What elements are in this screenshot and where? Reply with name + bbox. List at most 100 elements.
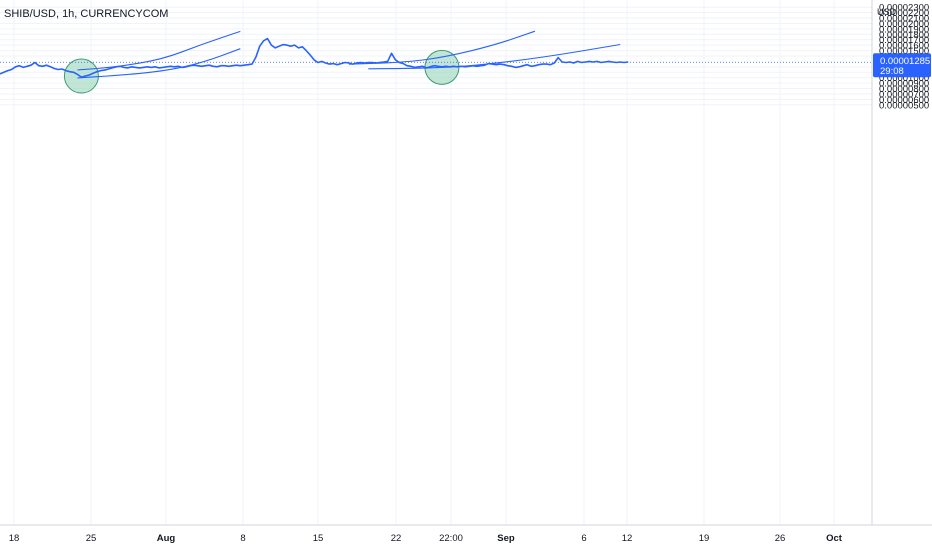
- price-point: [243, 64, 245, 66]
- price-point: [429, 66, 431, 68]
- price-point: [499, 63, 501, 65]
- price-point: [592, 61, 594, 63]
- price-point: [239, 65, 241, 67]
- price-point: [402, 63, 404, 65]
- price-point: [425, 67, 427, 69]
- price-point: [73, 71, 75, 73]
- price-point: [604, 61, 606, 63]
- currency-label: USD: [877, 7, 897, 17]
- time-tick-label: 18: [9, 533, 20, 544]
- price-point: [468, 65, 470, 67]
- price-point: [255, 56, 257, 58]
- price-tick-label: 0.00000800: [879, 84, 929, 95]
- price-point: [495, 64, 497, 66]
- price-tick-label: 0.00002000: [879, 19, 929, 30]
- price-point: [212, 65, 214, 67]
- price-point: [270, 44, 272, 46]
- price-point: [596, 60, 598, 62]
- price-point: [119, 65, 121, 67]
- price-point: [534, 65, 536, 67]
- price-point: [131, 66, 133, 68]
- upper-arc-1: [77, 30, 241, 71]
- price-point: [348, 62, 350, 64]
- price-point: [290, 45, 292, 47]
- price-point: [92, 72, 94, 74]
- price-point: [150, 66, 152, 68]
- price-point: [553, 62, 555, 64]
- price-point: [135, 66, 137, 68]
- price-point: [170, 65, 172, 67]
- highlight-circle-1: [63, 58, 99, 94]
- price-point: [491, 63, 493, 65]
- price-series: [0, 37, 629, 78]
- time-tick-label: Oct: [826, 533, 843, 544]
- price-point: [42, 65, 44, 67]
- price-point: [111, 67, 113, 69]
- price-point: [123, 66, 125, 68]
- price-point: [433, 65, 435, 67]
- price-point: [391, 52, 392, 54]
- price-point: [77, 73, 78, 75]
- price-point: [336, 64, 338, 66]
- price-point: [158, 67, 160, 69]
- price-point: [301, 46, 303, 48]
- price-point: [263, 40, 265, 42]
- price-point: [522, 65, 524, 67]
- price-point: [588, 60, 590, 62]
- price-point: [84, 75, 86, 77]
- price-point: [185, 66, 187, 68]
- lower-arc-1: [77, 48, 241, 79]
- time-tick-label: 22:00: [439, 533, 463, 544]
- price-point: [173, 66, 175, 68]
- price-tick-label: 0.00002100: [879, 14, 929, 25]
- time-tick-label: 22: [391, 533, 402, 544]
- price-point: [615, 62, 617, 63]
- price-point: [96, 71, 98, 73]
- price-point: [363, 62, 365, 64]
- price-point: [166, 66, 168, 68]
- last-price-badge: [873, 53, 931, 78]
- price-point: [26, 65, 28, 67]
- price-tick-label: 0.00000700: [879, 89, 929, 100]
- price-point: [557, 57, 559, 59]
- price-point: [115, 66, 117, 68]
- price-point: [259, 45, 261, 47]
- price-point: [49, 66, 51, 68]
- price-point: [379, 62, 381, 63]
- price-tick-label: 0.00002200: [879, 8, 929, 19]
- price-point: [619, 61, 621, 63]
- price-point: [100, 70, 102, 72]
- price-point: [224, 65, 226, 67]
- price-point: [232, 65, 234, 67]
- time-axis-labels: 18 25 Aug 8 15 22 22:00 Sep 6 12 19 26 Oct: [9, 533, 843, 544]
- time-tick-label: Aug: [157, 533, 176, 544]
- price-point: [476, 65, 478, 67]
- price-point: [515, 66, 517, 68]
- price-point: [88, 74, 90, 76]
- price-point: [3, 71, 5, 73]
- price-point: [7, 70, 9, 72]
- price-point: [437, 65, 439, 67]
- price-point: [38, 65, 40, 67]
- price-point: [139, 67, 141, 69]
- price-tick-label: 0.00001500: [879, 46, 929, 57]
- price-point: [526, 64, 528, 66]
- price-point: [220, 65, 222, 67]
- price-point: [387, 60, 389, 62]
- price-point: [519, 66, 520, 68]
- price-point: [294, 44, 296, 46]
- price-point: [406, 65, 408, 67]
- price-point: [573, 62, 575, 64]
- symbol-title[interactable]: SHIB/USD, 1h, CURRENCYCOM: [4, 8, 169, 20]
- price-point: [507, 65, 509, 67]
- time-tick-label: 19: [699, 533, 710, 544]
- price-tick-label: 0.00000900: [879, 79, 929, 90]
- price-point: [142, 66, 144, 68]
- price-point: [57, 69, 59, 70]
- time-tick-label: 25: [86, 533, 97, 544]
- price-point: [274, 47, 276, 49]
- price-point: [282, 44, 284, 46]
